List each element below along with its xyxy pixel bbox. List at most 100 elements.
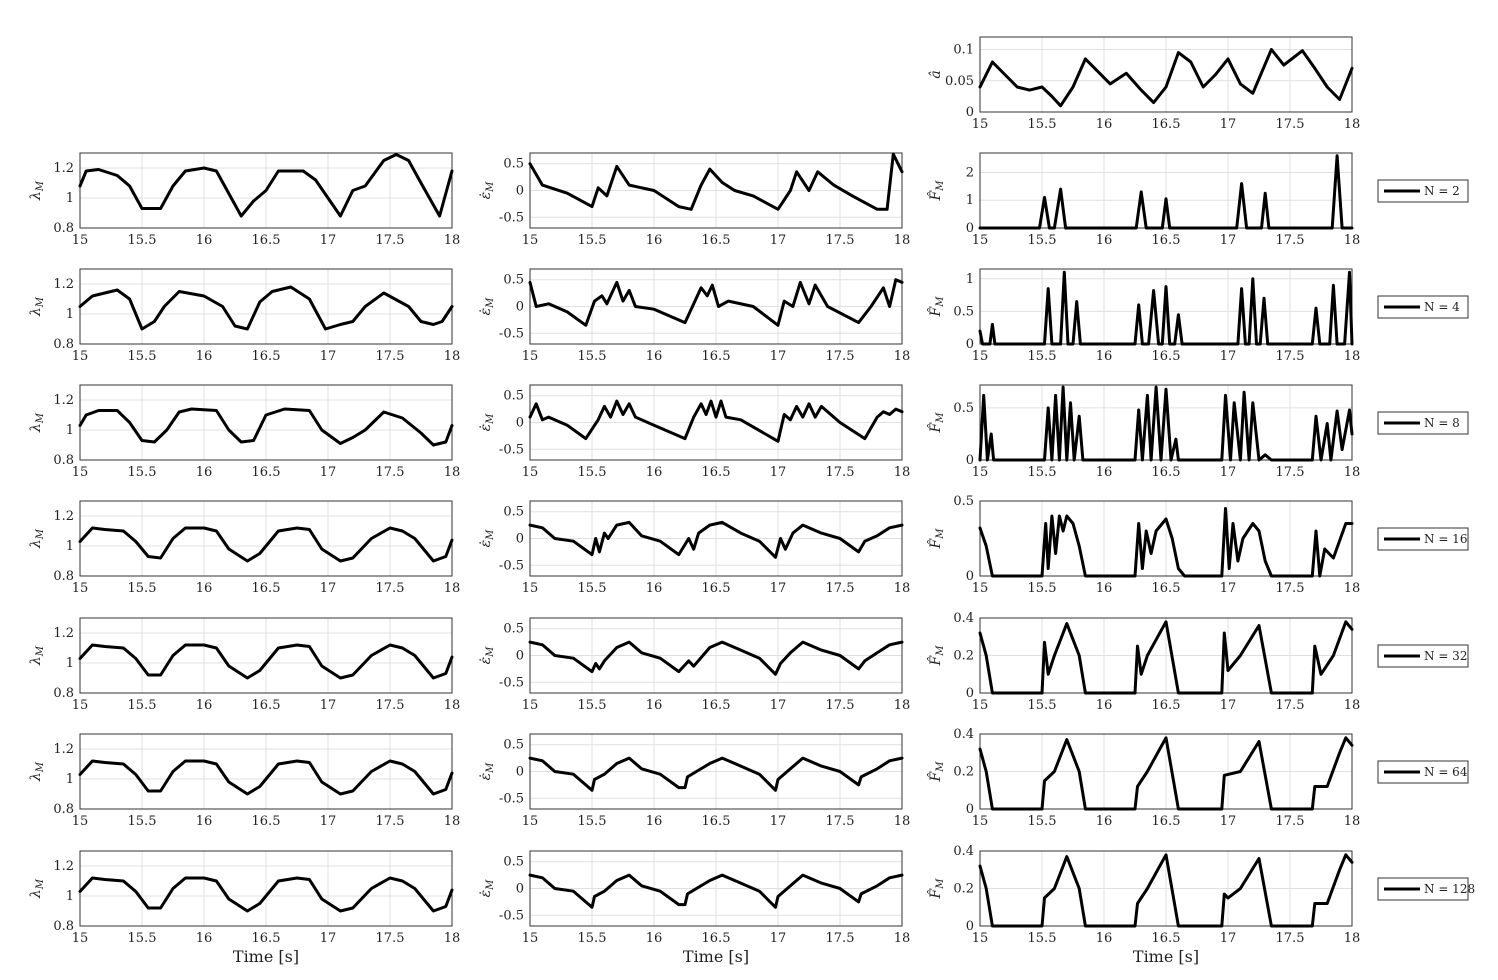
series-line [978, 154, 1354, 230]
x-tick-label: 18 [1344, 465, 1361, 480]
y-axis-label: â [928, 70, 944, 78]
y-tick-label: 1.2 [53, 742, 74, 757]
x-tick-label: 16 [196, 581, 213, 596]
x-tick-label: 17.5 [376, 465, 405, 480]
x-tick-label: 16.5 [702, 698, 731, 713]
x-tick-label: 15.5 [1028, 233, 1057, 248]
legend: N = 2 [1377, 179, 1469, 203]
x-tick-label: 17.5 [376, 931, 405, 946]
x-tick-label: 16 [1096, 814, 1113, 829]
y-tick-label: -0.5 [499, 442, 524, 457]
axes-box [529, 384, 903, 461]
y-tick-label: 1 [66, 772, 74, 787]
x-tick-label: 15 [522, 931, 539, 946]
legend-label: N = 32 [1424, 649, 1467, 663]
x-tick-label: 15.5 [128, 814, 157, 829]
y-axis-label: λM [28, 645, 46, 666]
series-line [978, 507, 1354, 578]
series-line [78, 407, 454, 447]
x-tick-label: 16.5 [702, 814, 731, 829]
x-tick-label: 17.5 [1276, 117, 1305, 132]
y-tick-label: 0.5 [953, 304, 974, 319]
y-tick-label: 0.2 [953, 649, 974, 664]
y-tick-label: -0.5 [499, 558, 524, 573]
y-tick-label: 0.2 [953, 882, 974, 897]
legend-box [1377, 295, 1469, 319]
y-tick-label: 1.2 [53, 859, 74, 874]
x-tick-label: 16.5 [1152, 465, 1181, 480]
x-tick-label: 18 [894, 698, 911, 713]
x-tick-label: 17.5 [826, 931, 855, 946]
x-tick-label: 18 [444, 233, 461, 248]
y-tick-label: 0 [966, 105, 974, 120]
axes-box [529, 500, 903, 577]
x-tick-label: 16 [646, 931, 663, 946]
x-tick-label: 17.5 [1276, 698, 1305, 713]
x-tick-label: 17 [770, 581, 787, 596]
series-line [78, 526, 454, 563]
axes-box [979, 500, 1353, 577]
x-tick-label: 15 [972, 698, 989, 713]
subplot-4: 15 15.5 16 16.5 17 17.5 18 0.8 1 1.2 λM [28, 268, 460, 364]
y-tick-label: 0.5 [503, 505, 524, 520]
y-tick-label: 1.2 [53, 626, 74, 641]
axes-box [529, 152, 903, 229]
x-tick-label: 17 [770, 349, 787, 364]
x-tick-label: 16.5 [702, 931, 731, 946]
x-tick-label: 17 [770, 465, 787, 480]
axes-box [529, 850, 903, 927]
series-line [528, 756, 904, 792]
series-line [978, 48, 1354, 108]
x-tick-label: 18 [444, 931, 461, 946]
x-tick-label: 17.5 [826, 233, 855, 248]
x-tick-label: 17.5 [1276, 465, 1305, 480]
x-tick-label: 17.5 [1276, 931, 1305, 946]
x-tick-label: 17 [770, 698, 787, 713]
legend-box [1377, 179, 1469, 203]
x-tick-label: 16 [1096, 233, 1113, 248]
y-axis-label: ε̇M [478, 879, 496, 898]
x-tick-label: 17.5 [376, 581, 405, 596]
x-tick-label: 15.5 [578, 581, 607, 596]
y-tick-label: 0 [966, 569, 974, 584]
y-tick-label: 0 [966, 221, 974, 236]
x-tick-label: 16.5 [1152, 698, 1181, 713]
y-tick-label: 0.5 [503, 622, 524, 637]
subplot-2: 15 15.5 16 16.5 17 17.5 18 -0.5 0 0.5 ε̇M [478, 152, 910, 248]
y-tick-label: 0 [966, 686, 974, 701]
legend-box [1377, 644, 1469, 668]
legend: N = 8 [1377, 411, 1469, 435]
x-tick-label: 17 [1220, 931, 1237, 946]
x-tick-label: 15 [72, 349, 89, 364]
x-tick-label: 15 [522, 233, 539, 248]
y-axis-label: λM [28, 296, 46, 317]
subplot-6: 15 15.5 16 16.5 17 17.5 18 0 0.5 1 F̂M [926, 268, 1360, 364]
x-tick-label: 16 [1096, 117, 1113, 132]
subplot-18: 15 15.5 16 16.5 17 17.5 18 0 0.2 0.4 F̂M [926, 727, 1360, 829]
x-tick-label: 16.5 [252, 814, 281, 829]
x-tick-label: 17 [320, 349, 337, 364]
legend: N = 4 [1377, 295, 1469, 319]
series-line [528, 278, 904, 327]
y-tick-label: 0.8 [53, 919, 74, 934]
y-axis-label: ε̇M [478, 529, 496, 548]
x-tick-label: 15 [72, 931, 89, 946]
y-tick-label: 0.5 [503, 157, 524, 172]
x-tick-label: 16.5 [252, 349, 281, 364]
x-tick-label: 17 [320, 698, 337, 713]
y-tick-label: -0.5 [499, 791, 524, 806]
x-tick-label: 16.5 [252, 581, 281, 596]
x-tick-label: 15 [972, 117, 989, 132]
x-tick-label: 16.5 [702, 465, 731, 480]
y-tick-label: 0 [966, 337, 974, 352]
x-tick-label: 17 [770, 233, 787, 248]
legend-label: N = 64 [1424, 765, 1468, 779]
y-axis-label: F̂M [926, 296, 946, 318]
y-tick-label: 0.4 [953, 611, 974, 626]
y-axis-label: λM [28, 761, 46, 782]
y-axis-label: F̂M [926, 878, 946, 900]
y-axis-label: λM [28, 412, 46, 433]
x-tick-label: 15.5 [578, 814, 607, 829]
x-tick-label: 18 [444, 814, 461, 829]
